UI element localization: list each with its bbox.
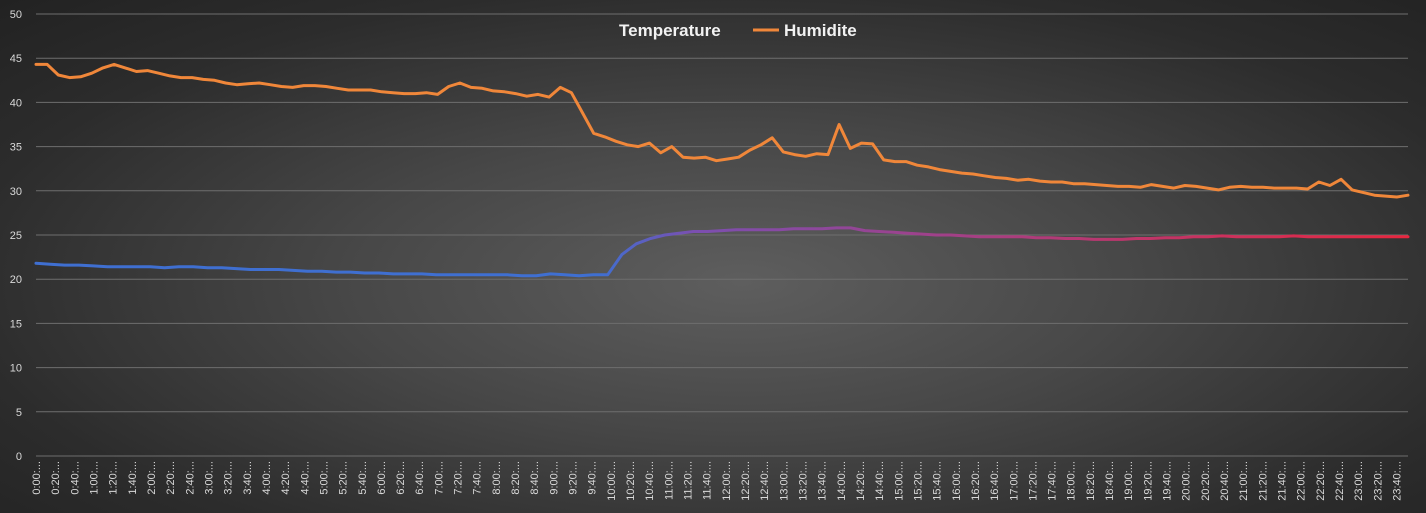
- x-tick-label: 12:20:...: [740, 461, 752, 501]
- x-tick-label: 7:40:...: [472, 461, 484, 495]
- y-tick-label: 0: [16, 451, 22, 463]
- x-tick-label: 4:00:...: [261, 461, 273, 495]
- x-tick-label: 12:40:...: [759, 461, 771, 501]
- x-tick-label: 6:20:...: [395, 461, 407, 495]
- x-tick-label: 18:40:...: [1104, 461, 1116, 501]
- x-tick-label: 11:40:...: [702, 461, 714, 500]
- gridlines: [36, 13, 1408, 457]
- x-tick-label: 11:00:...: [663, 461, 675, 500]
- x-tick-label: 13:20:...: [797, 461, 809, 501]
- x-tick-label: 6:00:...: [376, 461, 388, 495]
- x-tick-label: 9:40:...: [587, 461, 599, 495]
- x-tick-label: 3:40:...: [242, 461, 254, 495]
- y-tick-label: 15: [10, 318, 22, 330]
- y-tick-label: 10: [10, 363, 22, 375]
- y-tick-label: 50: [10, 9, 22, 21]
- x-tick-label: 12:00:...: [721, 461, 733, 501]
- x-tick-label: 20:20:...: [1200, 461, 1212, 501]
- x-tick-label: 14:00:...: [836, 461, 848, 501]
- x-tick-label: 8:20:...: [510, 461, 522, 495]
- x-tick-label: 3:20:...: [223, 461, 235, 495]
- x-tick-label: 15:40:...: [932, 461, 944, 501]
- x-tick-label: 23:40:...: [1392, 461, 1404, 501]
- x-tick-label: 22:20:...: [1315, 461, 1327, 501]
- y-tick-label: 35: [10, 142, 22, 154]
- x-tick-label: 23:00:...: [1353, 461, 1365, 501]
- x-tick-label: 16:40:...: [989, 461, 1001, 501]
- x-tick-label: 18:20:...: [1085, 461, 1097, 501]
- x-tick-label: 17:40:...: [1047, 461, 1059, 501]
- series-group: [34, 62, 1410, 278]
- x-tick-label: 21:40:...: [1277, 461, 1289, 501]
- x-tick-label: 10:20:...: [625, 461, 637, 501]
- x-tick-label: 11:20:...: [683, 461, 695, 500]
- x-tick-label: 6:40:...: [414, 461, 426, 495]
- y-tick-label: 5: [16, 407, 22, 419]
- x-tick-label: 22:00:...: [1296, 461, 1308, 501]
- series-line-humidite: [34, 62, 1410, 199]
- x-tick-label: 14:40:...: [874, 461, 886, 501]
- x-tick-label: 13:40:...: [817, 461, 829, 501]
- x-tick-label: 13:00:...: [778, 461, 790, 501]
- legend-label-temperature: Temperature: [619, 21, 721, 40]
- x-tick-label: 1:20:...: [108, 461, 120, 495]
- x-tick-label: 1:40:...: [127, 461, 139, 495]
- x-tick-label: 10:40:...: [644, 461, 656, 501]
- x-tick-label: 16:00:...: [951, 461, 963, 501]
- x-tick-label: 9:00:...: [548, 461, 560, 495]
- y-tick-label: 40: [10, 97, 22, 109]
- x-tick-label: 22:40:...: [1334, 461, 1346, 501]
- x-tick-label: 16:20:...: [970, 461, 982, 501]
- x-tick-label: 4:40:...: [299, 461, 311, 495]
- x-tick-label: 17:00:...: [1008, 461, 1020, 501]
- legend-label-humidite: Humidite: [784, 21, 857, 40]
- x-tick-label: 8:40:...: [529, 461, 541, 495]
- x-tick-label: 5:00:...: [318, 461, 330, 495]
- x-tick-label: 18:00:...: [1066, 461, 1078, 501]
- series-line-temperature: [34, 226, 1410, 278]
- x-tick-label: 9:20:...: [568, 461, 580, 495]
- x-axis: 0:00:... 0:20:... 0:40:... 1:00:... 1:20:...…: [31, 461, 1404, 501]
- y-tick-label: 30: [10, 186, 22, 198]
- x-tick-label: 1:00:...: [88, 461, 100, 495]
- x-tick-label: 17:20:...: [1027, 461, 1039, 501]
- x-tick-label: 15:00:...: [893, 461, 905, 501]
- x-tick-label: 5:20:...: [338, 461, 350, 495]
- y-tick-label: 25: [10, 230, 22, 242]
- x-tick-label: 8:00:...: [491, 461, 503, 495]
- x-tick-label: 19:20:...: [1142, 461, 1154, 501]
- x-tick-label: 5:40:...: [357, 461, 369, 495]
- x-tick-label: 2:00:...: [146, 461, 158, 495]
- x-tick-label: 19:00:...: [1123, 461, 1135, 501]
- y-axis: 0 5 10 15 20 25 30 35 40 45 50: [10, 9, 22, 463]
- x-tick-label: 2:40:...: [184, 461, 196, 495]
- x-tick-label: 21:20:...: [1257, 461, 1269, 501]
- x-tick-label: 10:00:...: [606, 461, 618, 501]
- y-tick-label: 45: [10, 53, 22, 65]
- x-tick-label: 7:20:...: [453, 461, 465, 495]
- x-tick-label: 0:20:...: [50, 461, 62, 495]
- x-tick-label: 19:40:...: [1162, 461, 1174, 501]
- x-tick-label: 0:40:...: [69, 461, 81, 495]
- x-tick-label: 23:20:...: [1372, 461, 1384, 501]
- x-tick-label: 21:00:...: [1238, 461, 1250, 501]
- x-tick-label: 14:20:...: [855, 461, 867, 501]
- x-tick-label: 2:20:...: [165, 461, 177, 495]
- y-tick-label: 20: [10, 274, 22, 286]
- legend: Temperature Humidite: [588, 21, 857, 40]
- x-tick-label: 20:00:...: [1181, 461, 1193, 501]
- x-tick-label: 7:00:...: [433, 461, 445, 495]
- x-tick-label: 3:00:...: [203, 461, 215, 495]
- x-tick-label: 15:20:...: [912, 461, 924, 501]
- x-tick-label: 0:00:...: [31, 461, 43, 495]
- x-tick-label: 20:40:...: [1219, 461, 1231, 501]
- x-tick-label: 4:20:...: [280, 461, 292, 495]
